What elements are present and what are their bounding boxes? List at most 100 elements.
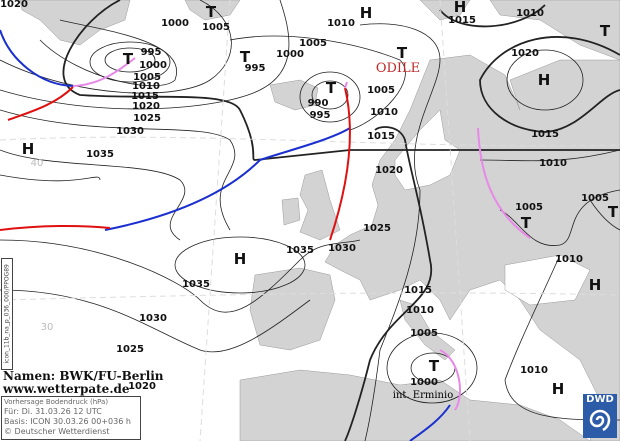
pressure-label: 1035 xyxy=(286,245,314,256)
pressure-label: 1000 xyxy=(276,49,304,60)
iceland xyxy=(269,79,319,111)
info-valid: Für: Di. 31.03.26 12 UTC xyxy=(4,407,102,416)
high-pressure-center: H xyxy=(234,250,247,268)
low-pressure-center: T xyxy=(608,203,619,221)
pressure-label: 1010 xyxy=(516,8,544,19)
pressure-label: 1015 xyxy=(448,15,476,26)
forecast-info-box: Vorhersage Bodendruck (hPa) Für: Di. 31.… xyxy=(1,396,141,440)
high-pressure-center: H xyxy=(360,4,373,22)
low-pressure-center: T xyxy=(326,79,337,97)
pressure-label: 1000 xyxy=(139,60,167,71)
pressure-label: 1015 xyxy=(131,91,159,102)
italy xyxy=(399,299,456,361)
low-pressure-center: T xyxy=(206,3,217,21)
pressure-label: 1010 xyxy=(406,305,434,316)
high-pressure-center: H xyxy=(538,71,551,89)
land xyxy=(19,0,620,441)
pressure-label: 1015 xyxy=(404,285,432,296)
warm-front-atlantic xyxy=(0,224,111,231)
pressure-label: 1010 xyxy=(555,254,583,265)
pressure-label: 1020 xyxy=(375,165,403,176)
low-pressure-center: T xyxy=(397,44,408,62)
ireland xyxy=(281,197,301,226)
cold-front-africa xyxy=(409,404,451,441)
greenland-east xyxy=(184,0,241,21)
pressure-label: 1015 xyxy=(531,129,559,140)
credit-url[interactable]: www.wetterpate.de xyxy=(3,382,130,396)
occlusion-russia xyxy=(477,127,531,239)
pressure-label: 1005 xyxy=(410,328,438,339)
credit: Namen: BWK/FU-Berlin www.wetterpate.de xyxy=(3,370,164,396)
dwd-logo: DWD xyxy=(583,394,617,438)
pressure-label: 1005 xyxy=(299,38,327,49)
occlusion-north xyxy=(72,57,136,87)
iberia xyxy=(249,267,336,351)
pressure-label: 1030 xyxy=(116,126,144,137)
pressure-label: 995 xyxy=(310,110,331,121)
greenland xyxy=(19,0,131,46)
pressure-label: 1000 xyxy=(410,377,438,388)
pressure-label: 1025 xyxy=(363,223,391,234)
north-africa xyxy=(239,369,591,441)
pressure-label: 1030 xyxy=(139,313,167,324)
occlusion-scandinavia xyxy=(344,81,348,89)
dwd-logo-text: DWD xyxy=(586,394,614,405)
model-code-box: icon_11b_na_p_036_000/PPOG89 xyxy=(1,258,13,370)
low-pressure-center: T xyxy=(600,22,611,40)
pressure-label: 995 xyxy=(141,47,162,58)
swirl-icon xyxy=(589,409,611,432)
pressure-label: 1020 xyxy=(511,48,539,59)
fronts xyxy=(0,29,531,441)
pressure-label: 1035 xyxy=(86,149,114,160)
low-pressure-center: T xyxy=(240,48,251,66)
pressure-label: 1005 xyxy=(367,85,395,96)
pressure-label: 1010 xyxy=(327,18,355,29)
occlusion-italy xyxy=(439,349,461,411)
high-pressure-center: H xyxy=(22,140,35,158)
svalbard xyxy=(419,0,471,21)
pressure-label: 1010 xyxy=(370,107,398,118)
grid-label: 30 xyxy=(41,322,54,333)
pressure-label: 1000 xyxy=(161,18,189,29)
pressure-label: 1030 xyxy=(328,243,356,254)
low-pressure-center: T xyxy=(123,50,134,68)
cold-front-atlantic xyxy=(104,127,351,231)
pressure-label: 1010 xyxy=(539,158,567,169)
pressure-label: 1015 xyxy=(367,131,395,142)
low-pressure-center: T xyxy=(429,357,440,375)
eurasia xyxy=(324,54,620,441)
novaya-zemlya xyxy=(489,0,620,61)
pressure-label: 990 xyxy=(308,98,329,109)
high-pressure-center: H xyxy=(454,0,467,16)
pressure-label: 1025 xyxy=(116,344,144,355)
grid-label: 40 xyxy=(31,158,44,169)
pressure-label: 1005 xyxy=(515,202,543,213)
info-copyright: © Deutscher Wetterdienst xyxy=(4,427,110,436)
model-code: icon_11b_na_p_036_000/PPOG89 xyxy=(3,264,11,364)
britain xyxy=(299,169,341,241)
pressure-label: 1010 xyxy=(132,81,160,92)
pressure-label: 1035 xyxy=(182,279,210,290)
pressure-label: 995 xyxy=(245,63,266,74)
high-pressure-center: H xyxy=(552,380,565,398)
low-pressure-center: T xyxy=(521,214,532,232)
credit-names: Namen: BWK/FU-Berlin xyxy=(3,369,164,383)
pressure-label: 1005 xyxy=(133,72,161,83)
info-base: Basis: ICON 30.03.26 00+036 h xyxy=(4,417,131,426)
high-pressure-center: H xyxy=(589,276,602,294)
pressure-label: 1005 xyxy=(581,193,609,204)
cold-front-north xyxy=(0,29,74,87)
pressure-label: 1025 xyxy=(133,113,161,124)
storm-name-erminio: int. Erminio xyxy=(393,390,453,401)
info-title: Vorhersage Bodendruck (hPa) xyxy=(4,398,109,406)
pressure-label: 1020 xyxy=(0,0,28,10)
pressure-label: 1020 xyxy=(128,381,156,392)
pressure-label: 1010 xyxy=(520,365,548,376)
pressure-label: 1005 xyxy=(202,22,230,33)
pressure-label: 1020 xyxy=(132,101,160,112)
